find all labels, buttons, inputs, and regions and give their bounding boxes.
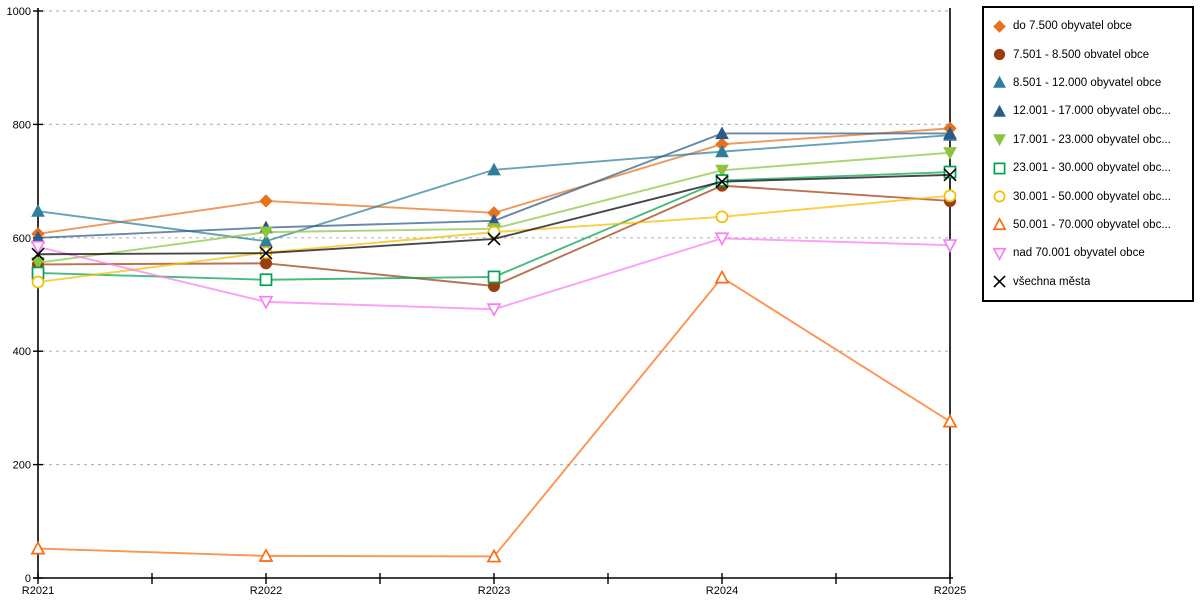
data-point-marker (715, 210, 729, 224)
triangle-up-marker-icon (992, 217, 1007, 231)
y-axis-label: 200 (13, 460, 31, 472)
data-point-marker (259, 273, 273, 287)
legend-label: 30.001 - 50.000 obyvatel obc... (1013, 190, 1171, 203)
triangle-up-marker-icon (993, 104, 1006, 117)
chart-legend: do 7.500 obyvatel obce 7.501 - 8.500 obva… (982, 6, 1194, 302)
series-8 (30, 232, 958, 318)
data-point-marker (260, 257, 272, 270)
legend-item: 30.001 - 50.000 obyvatel obc... (992, 184, 1188, 210)
y-axis-label: 800 (13, 119, 31, 131)
legend-item: 7.501 - 8.500 obvatel obce (992, 42, 1188, 68)
series-5 (31, 165, 957, 287)
legend-item: 12.001 - 17.000 obyvatel obc... (992, 98, 1188, 124)
x-axis-label: R2024 (706, 585, 738, 597)
data-point-marker (943, 165, 957, 179)
legend-item: nad 70.001 obyvatel obce (992, 240, 1188, 266)
data-point-marker (31, 247, 45, 261)
legend-item: do 7.500 obyvatel obce (992, 13, 1188, 39)
data-point-marker (943, 189, 957, 203)
data-point-marker (714, 269, 730, 284)
x-axis-label: R2022 (250, 585, 282, 597)
triangle-down-marker-icon (993, 134, 1006, 147)
data-point-marker (258, 295, 274, 310)
data-point-marker (31, 275, 45, 289)
circle-marker-icon (993, 190, 1006, 203)
series-6 (31, 189, 957, 289)
legend-label: 7.501 - 8.500 obvatel obce (1013, 48, 1150, 61)
diamond-marker-icon (993, 19, 1006, 33)
square-marker-icon (993, 162, 1006, 175)
legend-label: do 7.500 obyvatel obce (1013, 20, 1132, 33)
data-point-marker (487, 232, 501, 246)
x-marker-icon (993, 275, 1006, 288)
legend-label: nad 70.001 obyvatel obce (1013, 247, 1145, 260)
data-point-marker (943, 126, 957, 140)
data-point-marker (715, 175, 729, 189)
x-axis-label: R2021 (22, 585, 54, 597)
legend-item: 17.001 - 23.000 obyvatel obc... (992, 127, 1188, 153)
legend-label: 50.001 - 70.000 obyvatel obc... (1013, 218, 1171, 231)
legend-label: všechna města (1013, 275, 1091, 288)
data-point-marker (486, 303, 502, 318)
data-point-marker (259, 194, 273, 208)
legend-item: všechna města (992, 269, 1188, 295)
data-point-marker (487, 162, 501, 176)
data-point-marker (31, 257, 45, 270)
data-point-marker (259, 226, 273, 240)
data-point-marker (30, 240, 46, 255)
series-3 (31, 126, 957, 244)
data-point-marker (258, 548, 274, 562)
data-point-marker (31, 204, 45, 217)
data-point-marker (942, 413, 958, 428)
circle-marker-icon (993, 48, 1006, 61)
series-7 (30, 269, 958, 563)
data-point-marker (715, 144, 729, 158)
legend-label: 8.501 - 12.000 obyvatel obce (1013, 76, 1162, 89)
legend-label: 23.001 - 30.000 obyvatel obc... (1013, 162, 1171, 175)
series-line (37, 276, 951, 558)
legend-item: 23.001 - 30.000 obyvatel obc... (992, 155, 1188, 181)
data-point-marker (487, 225, 501, 239)
legend-item: 8.501 - 12.000 obyvatel obce (992, 70, 1188, 96)
y-axis-label: 400 (13, 346, 31, 358)
y-axis-label: 1000 (7, 6, 31, 18)
triangle-up-marker-icon (993, 76, 1006, 89)
data-point-marker (486, 548, 502, 563)
legend-label: 12.001 - 17.000 obyvatel obc... (1013, 105, 1171, 118)
data-point-marker (259, 246, 273, 260)
y-axis-label: 600 (13, 233, 31, 245)
series-9 (31, 168, 957, 261)
data-point-marker (715, 126, 729, 140)
data-point-marker (942, 239, 958, 253)
data-point-marker (943, 168, 957, 182)
x-axis-label: R2023 (478, 585, 510, 597)
data-point-marker (30, 540, 46, 555)
x-axis-label: R2025 (934, 585, 966, 597)
data-point-marker (715, 174, 729, 187)
legend-label: 17.001 - 23.000 obyvatel obc... (1013, 133, 1171, 146)
data-point-marker (943, 147, 957, 160)
y-axis-label: 0 (25, 573, 31, 585)
data-point-marker (715, 164, 729, 178)
triangle-down-marker-icon (992, 247, 1007, 261)
data-point-marker (487, 270, 501, 284)
legend-item: 50.001 - 70.000 obyvatel obc... (992, 212, 1188, 238)
data-point-marker (714, 232, 730, 247)
